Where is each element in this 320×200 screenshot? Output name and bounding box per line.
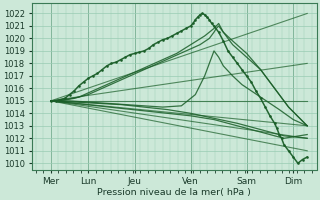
X-axis label: Pression niveau de la mer( hPa ): Pression niveau de la mer( hPa ) <box>98 188 251 197</box>
